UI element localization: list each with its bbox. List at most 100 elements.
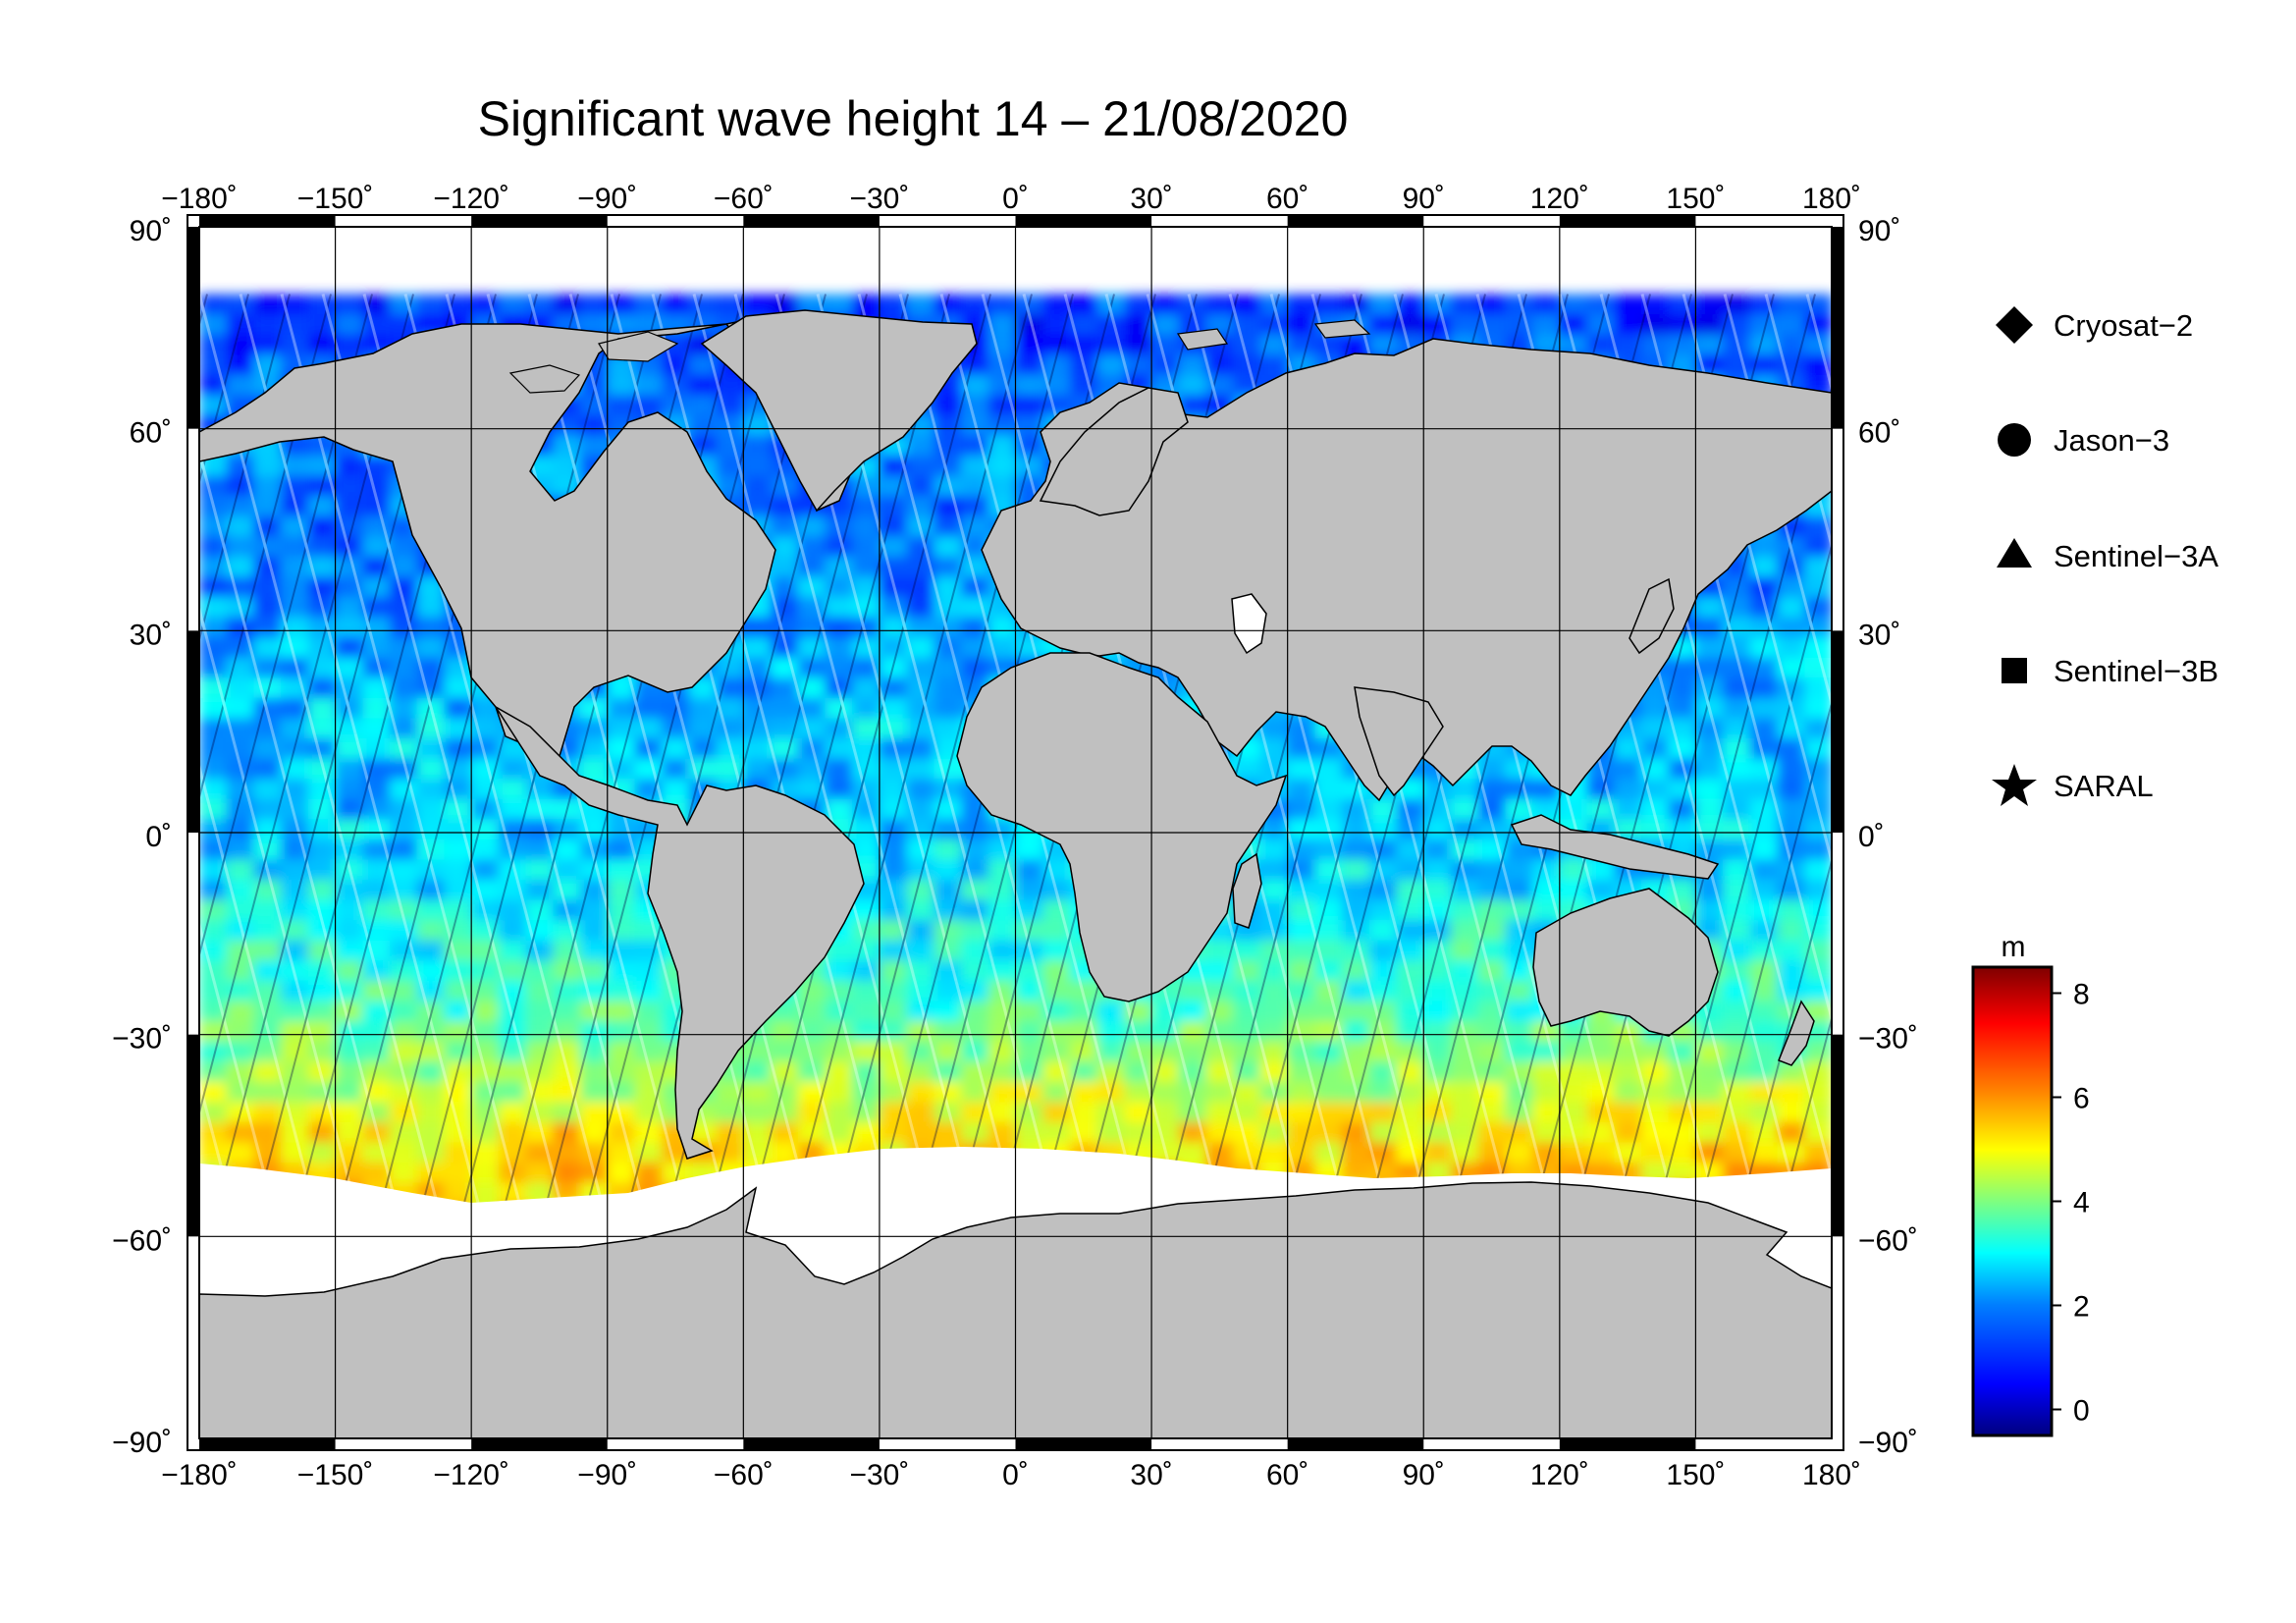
swh-cell: [525, 1021, 555, 1043]
swh-cell: [390, 657, 418, 679]
swh-cell: [199, 920, 228, 942]
swh-cell: [307, 798, 337, 821]
swh-cell: [1695, 718, 1725, 740]
swh-cell: [634, 1061, 664, 1083]
swh-cell: [743, 1081, 772, 1104]
swh-cell: [797, 536, 827, 558]
swh-cell: [825, 536, 854, 558]
swh-cell: [634, 920, 664, 942]
swh-cell: [961, 899, 989, 922]
swh-cell: [1614, 819, 1642, 840]
lat-tick-label: 30˚: [1858, 619, 1900, 651]
swh-cell: [1233, 1081, 1261, 1104]
swh-cell: [1668, 657, 1697, 679]
swh-cell: [335, 536, 364, 558]
track-line: [199, 1076, 250, 1271]
swh-cell: [1151, 354, 1180, 376]
swh-cell: [1314, 1041, 1344, 1063]
track-line: [1682, 699, 1832, 1271]
swh-cell: [825, 657, 854, 679]
swh-cell: [199, 899, 228, 922]
swh-cell: [797, 758, 827, 781]
swh-cell: [281, 798, 309, 821]
swh-cell: [307, 657, 337, 679]
swh-cell: [1695, 819, 1725, 840]
swh-cell: [226, 475, 255, 498]
swh-cell: [226, 334, 255, 356]
lon-tick-label: 60˚: [1266, 183, 1308, 215]
swh-cell: [390, 839, 418, 861]
swh-cell: [390, 576, 418, 599]
swh-cell: [1314, 1001, 1344, 1022]
swh-cell: [1668, 314, 1697, 336]
lon-tick-label: 0˚: [1002, 183, 1029, 215]
lon-tick-label: 150˚: [1666, 1459, 1725, 1491]
swh-cell: [1368, 980, 1398, 1002]
swh-cell: [1096, 1102, 1126, 1123]
swh-cell: [1641, 1142, 1670, 1163]
swh-cell: [1777, 1121, 1806, 1144]
swh-cell: [1804, 576, 1832, 599]
swh-cell: [934, 576, 963, 599]
swh-cell: [1804, 880, 1832, 901]
frame-bar: [471, 1438, 608, 1450]
track-line: [2178, 295, 2296, 1271]
swh-cell: [199, 798, 228, 821]
swh-cell: [906, 980, 935, 1002]
swh-cell: [1749, 1021, 1779, 1043]
swh-cell: [1151, 1021, 1180, 1043]
swh-cell: [852, 1001, 881, 1022]
swh-cell: [852, 556, 881, 578]
swh-cell: [1260, 1061, 1289, 1083]
swh-cell: [307, 1021, 337, 1043]
swh-cell: [1451, 819, 1479, 840]
circle-icon: [1998, 423, 2031, 457]
swh-cell: [716, 758, 745, 781]
swh-cell: [1451, 294, 1479, 316]
swh-cell: [906, 819, 935, 840]
swh-cell: [743, 637, 772, 659]
swh-cell: [281, 536, 309, 558]
swh-cell: [1342, 1021, 1370, 1043]
swh-cell: [607, 294, 636, 316]
swh-cell: [1723, 617, 1751, 639]
swh-cell: [1586, 859, 1616, 881]
swh-cell: [1069, 1041, 1098, 1063]
swh-cell: [1804, 779, 1832, 800]
swh-cell: [879, 779, 908, 800]
swh-cell: [1668, 880, 1697, 901]
swh-cell: [988, 395, 1017, 416]
swh-cell: [1695, 334, 1725, 356]
swh-cell: [716, 657, 745, 679]
swh-cell: [580, 839, 609, 861]
swh-cell: [362, 294, 391, 316]
swh-cell: [1451, 1102, 1479, 1123]
swh-cell: [226, 920, 255, 942]
swh-cell: [525, 1061, 555, 1083]
swh-cell: [199, 456, 228, 477]
swh-cell: [444, 697, 473, 720]
swh-cell: [525, 880, 555, 901]
swh-cell: [1233, 354, 1261, 376]
swh-cell: [1178, 294, 1207, 316]
swh-cell: [906, 1081, 935, 1104]
swh-cell: [852, 1121, 881, 1144]
swh-cell: [1124, 1102, 1153, 1123]
swh-cell: [1151, 334, 1180, 356]
swh-cell: [1641, 779, 1670, 800]
swh-cell: [1287, 1021, 1316, 1043]
swh-cell: [1451, 880, 1479, 901]
swh-cell: [281, 758, 309, 781]
swh-cell: [553, 435, 581, 458]
map-area: [199, 227, 2296, 1438]
swh-cell: [934, 597, 963, 619]
swh-cell: [934, 496, 963, 517]
swh-cell: [825, 1061, 854, 1083]
swh-cell: [1451, 779, 1479, 800]
swh-cell: [226, 496, 255, 517]
swh-cell: [906, 697, 935, 720]
swh-cell: [335, 859, 364, 881]
frame-bar: [1559, 1438, 1696, 1450]
swh-cell: [281, 980, 309, 1002]
swh-cell: [607, 980, 636, 1002]
